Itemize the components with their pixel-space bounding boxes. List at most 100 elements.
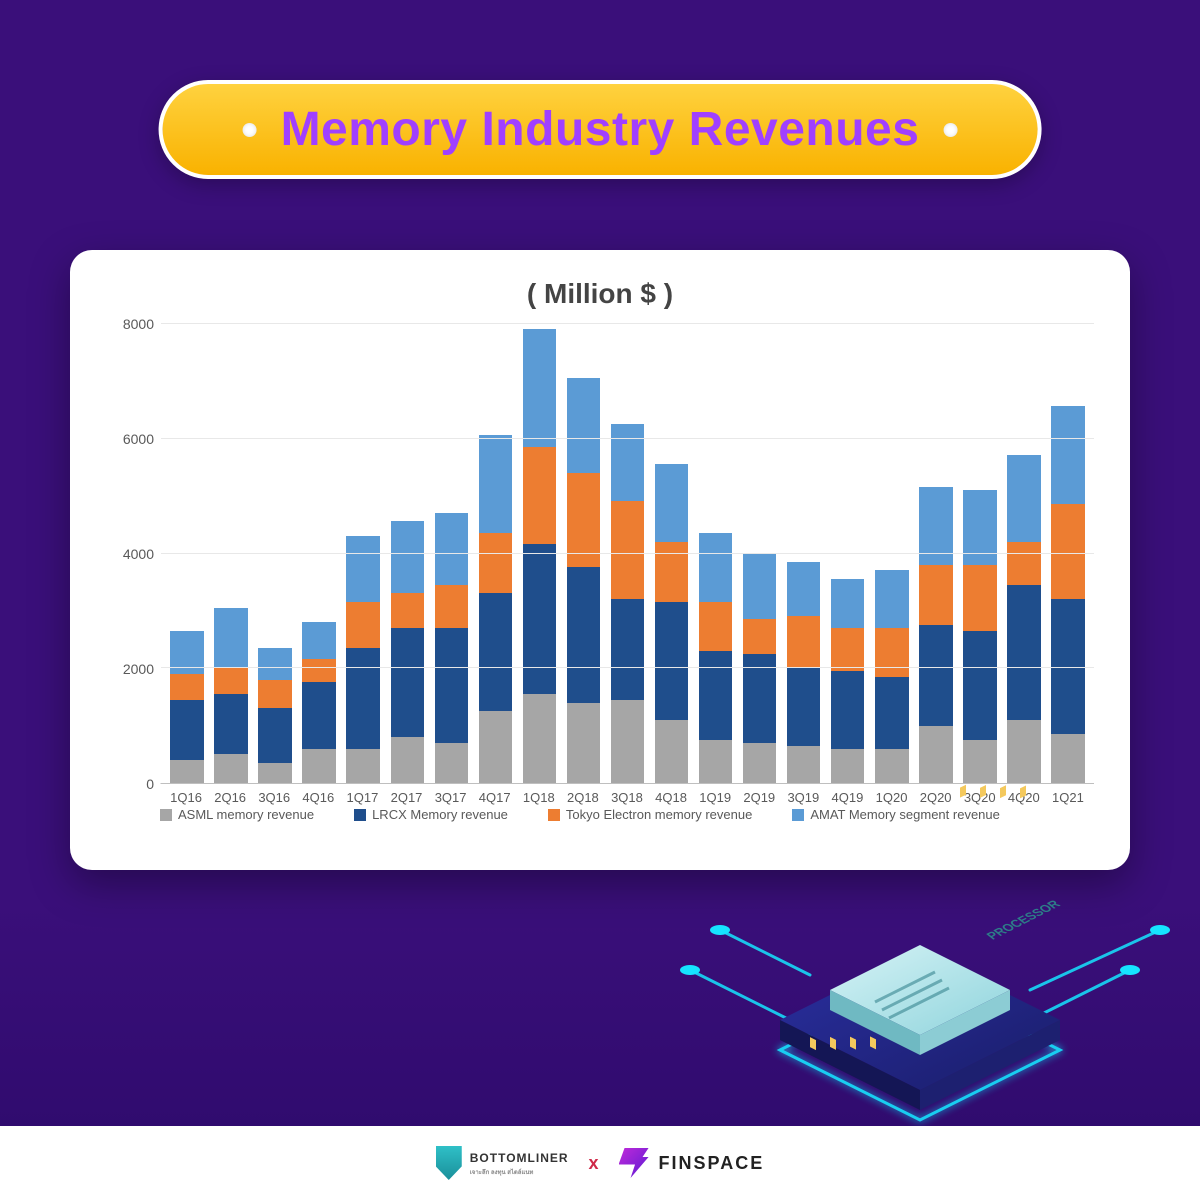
bar-segment [831,671,864,749]
bar-segment [787,668,820,746]
x-tick-label: 3Q17 [429,790,473,805]
y-tick-label: 4000 [106,546,154,562]
bar-segment [214,754,247,783]
bar-stack [655,464,688,783]
legend: ASML memory revenueLRCX Memory revenueTo… [160,807,1094,822]
legend-swatch [354,809,366,821]
bar-segment [1051,734,1084,783]
x-tick-label: 1Q20 [870,790,914,805]
gridline [161,667,1094,668]
y-tick-label: 0 [106,776,154,792]
bar-segment [787,562,820,617]
x-tick-label: 2Q16 [208,790,252,805]
bar-segment [919,565,952,625]
legend-item: ASML memory revenue [160,807,314,822]
x-tick-label: 1Q16 [164,790,208,805]
bar-column [429,324,473,783]
bar-segment [567,567,600,702]
bar-segment [655,602,688,720]
bar-segment [258,648,291,680]
bar-segment [875,677,908,749]
bar-segment [1007,455,1040,541]
bar-segment [1007,542,1040,585]
x-tick-label: 2Q18 [561,790,605,805]
x-tick-label: 3Q16 [252,790,296,805]
bar-segment [1051,406,1084,504]
bar-stack [1051,406,1084,783]
bar-stack [787,562,820,783]
y-axis: 02000400060008000 [106,324,160,784]
bar-segment [699,651,732,740]
x-tick-label: 3Q18 [605,790,649,805]
x-tick-label: 4Q17 [473,790,517,805]
legend-swatch [160,809,172,821]
bar-stack [611,424,644,783]
brand-b-name: FINSPACE [659,1153,765,1174]
bar-column [517,324,561,783]
bar-stack [1007,455,1040,783]
x-tick-label: 2Q19 [737,790,781,805]
bar-stack [699,533,732,783]
title-pill: Memory Industry Revenues [159,80,1042,179]
bar-stack [479,435,512,783]
bar-segment [611,424,644,502]
bar-segment [170,700,203,760]
bar-segment [435,585,468,628]
bar-segment [831,579,864,628]
bar-segment [258,708,291,763]
bar-segment [567,378,600,473]
bar-column [561,324,605,783]
bar-segment [302,682,335,748]
bar-segment [831,749,864,784]
bar-segment [963,740,996,783]
x-tick-label: 3Q20 [958,790,1002,805]
bar-segment [479,711,512,783]
bar-segment [655,464,688,542]
bar-segment [391,628,424,737]
bar-segment [391,737,424,783]
bar-stack [346,536,379,783]
bar-segment [567,703,600,784]
gridline [161,553,1094,554]
bar-segment [743,619,776,654]
y-tick-label: 2000 [106,661,154,677]
bar-segment [699,533,732,602]
bar-stack [875,570,908,783]
bar-segment [1007,720,1040,783]
logo-bottomliner: BOTTOMLINER เจาะลึก ลงทุน สไตล์แนท [436,1146,569,1180]
bar-segment [743,553,776,619]
bar-segment [479,593,512,711]
bar-segment [611,700,644,783]
bar-segment [743,743,776,783]
svg-text:PROCESSOR: PROCESSOR [984,898,1064,942]
bar-stack [391,521,424,783]
plot-area: 02000400060008000 [106,324,1094,784]
bar-segment [523,694,556,783]
bar-column [958,324,1002,783]
bar-segment [258,763,291,783]
legend-swatch [548,809,560,821]
footer-bar: BOTTOMLINER เจาะลึก ลงทุน สไตล์แนท x FIN… [0,1126,1200,1200]
bar-column [341,324,385,783]
bar-segment [302,659,335,682]
chart-subtitle: ( Million $ ) [106,278,1094,310]
bar-column [826,324,870,783]
bar-column [165,324,209,783]
bar-segment [611,501,644,599]
bar-segment [655,720,688,783]
plot [160,324,1094,784]
bar-segment [346,602,379,648]
bar-stack [963,490,996,783]
bar-column [209,324,253,783]
footer-separator: x [589,1153,599,1174]
legend-swatch [792,809,804,821]
bar-segment [655,542,688,602]
legend-item: Tokyo Electron memory revenue [548,807,752,822]
y-tick-label: 8000 [106,316,154,332]
legend-label: ASML memory revenue [178,807,314,822]
bar-segment [391,593,424,628]
bar-segment [699,602,732,651]
bar-segment [391,521,424,593]
bar-stack [831,579,864,783]
x-tick-label: 1Q17 [340,790,384,805]
